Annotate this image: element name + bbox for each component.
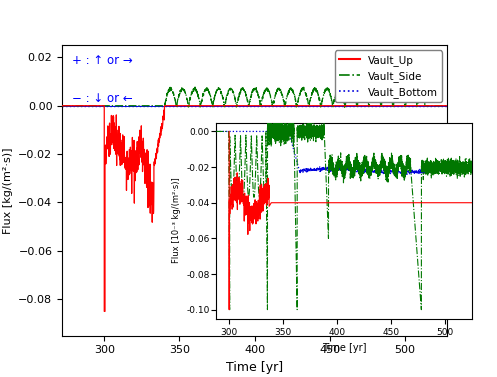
Y-axis label: Flux [10⁻³ kg/(m²·s)]: Flux [10⁻³ kg/(m²·s)] <box>172 178 181 264</box>
Legend: Vault_Up, Vault_Side, Vault_Bottom: Vault_Up, Vault_Side, Vault_Bottom <box>334 51 442 102</box>
Y-axis label: Flux [kg/(m²·s)]: Flux [kg/(m²·s)] <box>2 147 13 234</box>
X-axis label: Time [yr]: Time [yr] <box>226 361 283 374</box>
Text: − : ↓ or ←: − : ↓ or ← <box>72 92 133 105</box>
Text: + : ↑ or →: + : ↑ or → <box>72 54 133 67</box>
X-axis label: Time [yr]: Time [yr] <box>322 343 366 353</box>
